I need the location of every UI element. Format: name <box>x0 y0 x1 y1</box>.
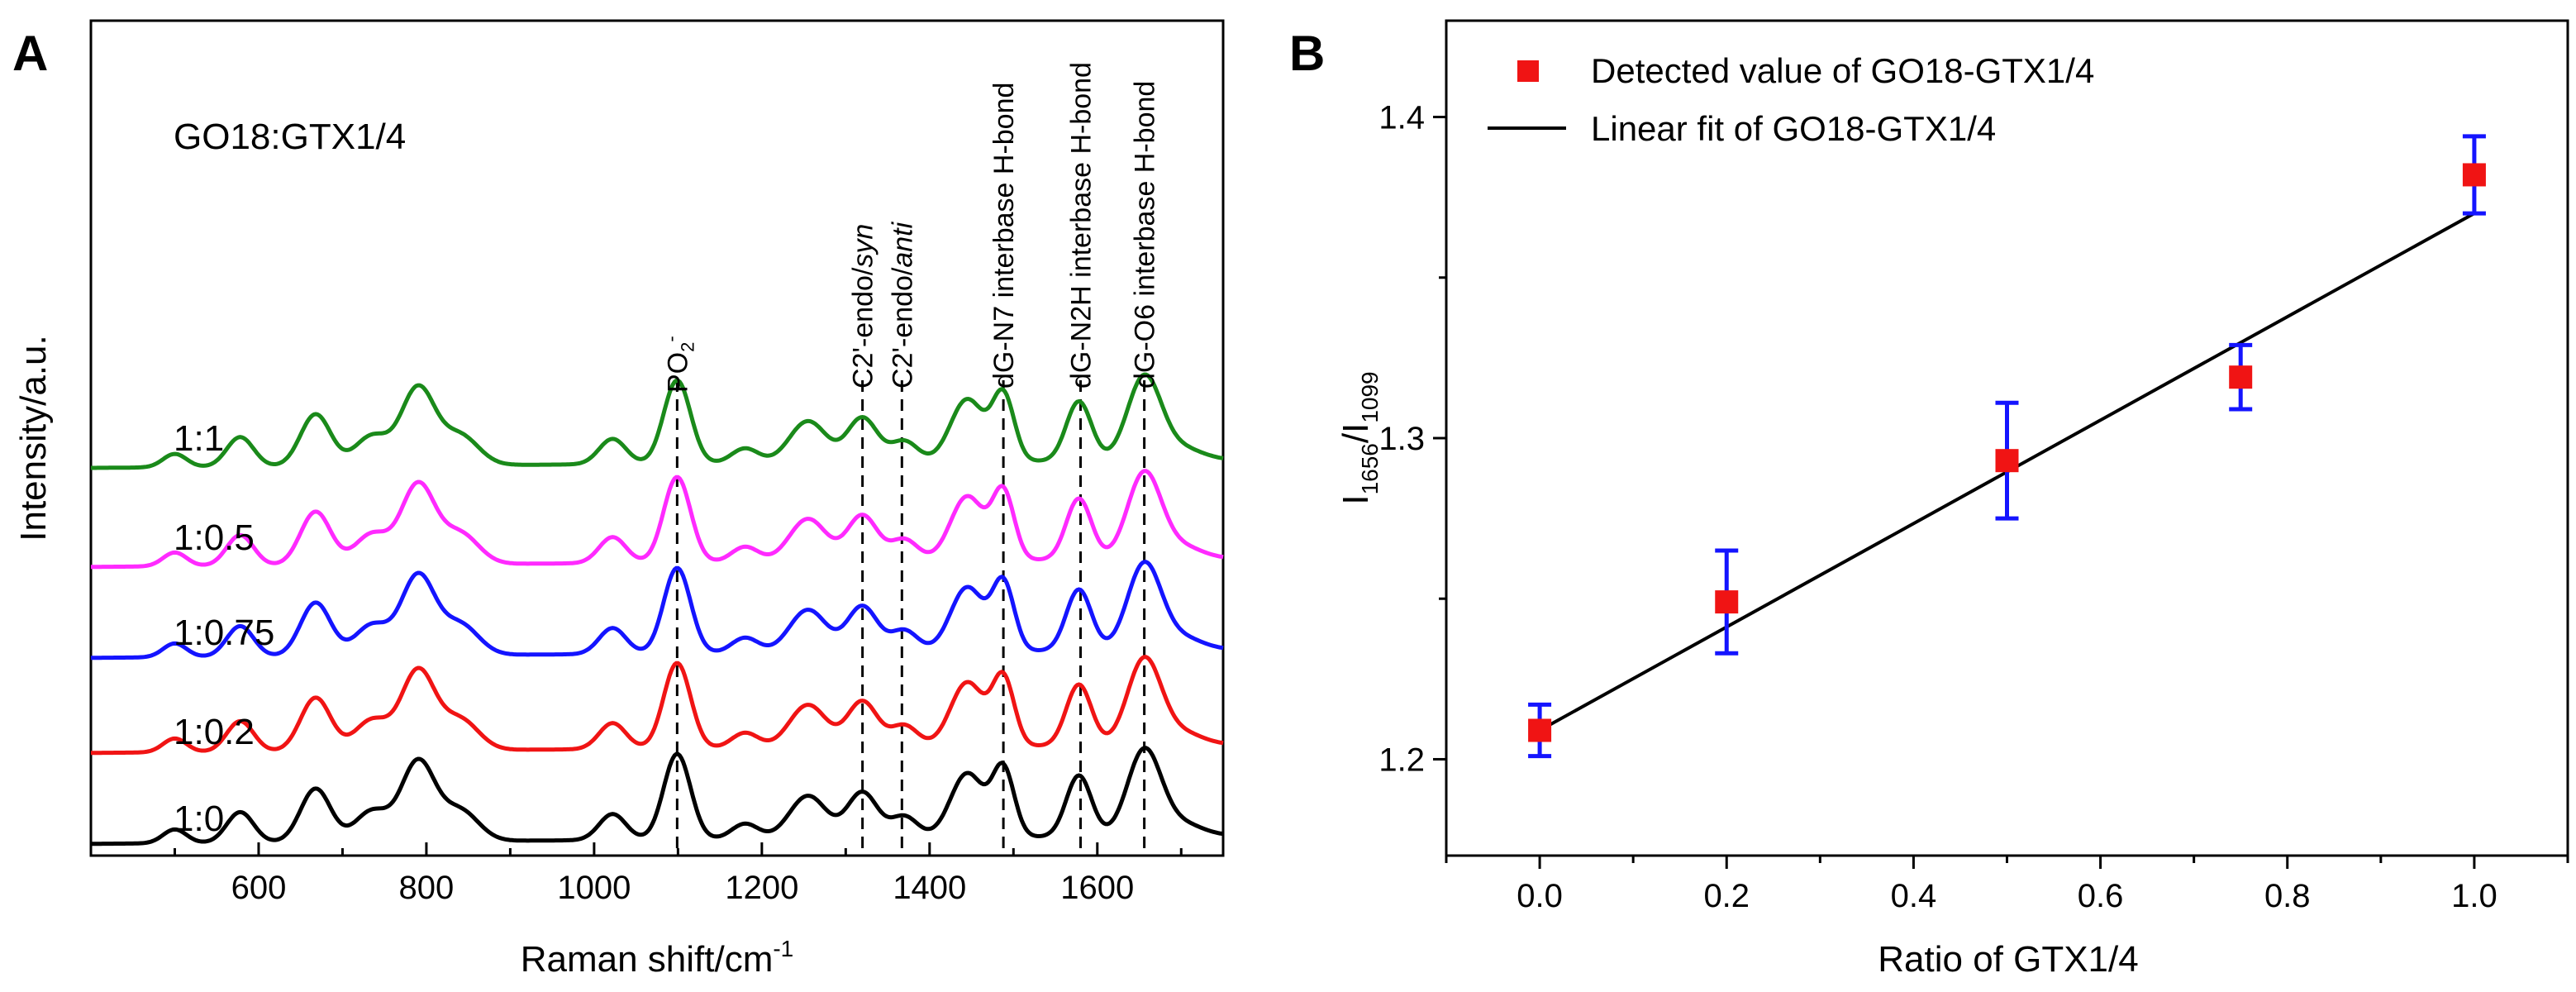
y-tick-label: 1.2 <box>1378 742 1425 778</box>
panel-a: A 1:1 1:0.5 1:0.75 1:0.2 1:0 PO2- C2'-endo/sy… <box>12 19 1225 980</box>
x-tick-label: 1200 <box>725 870 798 906</box>
sample-label: GO18:GTX1/4 <box>174 117 406 157</box>
axis-ticks: 0.0 0.2 0.4 0.6 0.8 1.0 1.2 1.3 1.4 <box>1378 100 2569 914</box>
legend-label-fit: Linear fit of GO18-GTX1/4 <box>1591 109 1996 148</box>
legend-marker-detected <box>1517 60 1539 82</box>
spectrum-1:0 <box>91 746 1224 847</box>
point-marker <box>1715 590 1739 614</box>
data-point <box>2229 342 2253 412</box>
peak-annotation: dG-N7 interbase H-bond <box>988 83 1020 389</box>
x-tick-label: 1400 <box>893 870 966 906</box>
point-marker <box>2229 365 2253 389</box>
spectrum-1:1 <box>91 372 1224 470</box>
series-label: 1:0.2 <box>174 712 255 752</box>
x-tick-label: 1.0 <box>2451 878 2497 914</box>
panel-b-label: B <box>1289 26 1325 81</box>
peak-annotation: PO2- <box>660 336 698 393</box>
x-tick-label: 1000 <box>557 870 631 906</box>
y-tick-label: 1.3 <box>1378 421 1425 457</box>
x-tick-label: 600 <box>231 870 287 906</box>
data-point <box>1528 702 1552 759</box>
point-marker <box>1995 449 2019 473</box>
peak-annotation: dG-N2H interbase H-bond <box>1066 62 1098 389</box>
series-label: 1:0.75 <box>174 613 274 653</box>
annotation-guides <box>675 380 1146 856</box>
peak-annotation: dG-O6 interbase H-bond <box>1130 81 1161 389</box>
x-tick-label: 0.8 <box>2264 878 2311 914</box>
legend-label-detected: Detected value of GO18-GTX1/4 <box>1591 51 2094 90</box>
spectrum-1:0.5 <box>91 469 1224 570</box>
series-label: 1:1 <box>174 418 224 459</box>
panel-b: B 0.0 0.2 0.4 0.6 0.8 1.0 1.2 1.3 1.4 Detected v… <box>1289 19 2569 980</box>
x-tick-label: 0.2 <box>1703 878 1750 914</box>
series-label: 1:0.5 <box>174 517 255 558</box>
series-label: 1:0 <box>174 799 224 839</box>
peak-annotation: C2'-endo/syn <box>848 224 879 389</box>
detected-points <box>1528 134 2486 759</box>
panel-a-label: A <box>12 26 48 81</box>
peak-annotation: C2'-endo/anti <box>887 221 918 389</box>
spectrum-1:0.2 <box>91 655 1224 756</box>
x-tick-label: 0.4 <box>1891 878 1937 914</box>
y-tick-label: 1.4 <box>1378 100 1425 136</box>
x-tick-label: 1600 <box>1060 870 1134 906</box>
y-axis-title: Intensity/a.u. <box>13 335 54 541</box>
legend: Detected value of GO18-GTX1/4 Linear fit… <box>1488 51 2094 148</box>
x-axis-ticks: 600 800 1000 1200 1400 1600 <box>173 842 1183 906</box>
x-tick-label: 0.0 <box>1517 878 1563 914</box>
data-point <box>1715 548 1739 656</box>
spectra-series <box>91 372 1224 847</box>
point-marker <box>2462 163 2486 187</box>
x-tick-label: 800 <box>399 870 455 906</box>
point-marker <box>1528 718 1552 742</box>
panel-a-frame <box>89 19 1225 857</box>
x-tick-label: 0.6 <box>2078 878 2124 914</box>
data-point <box>2462 134 2486 216</box>
peak-annotations: PO2- C2'-endo/syn C2'-endo/anti dG-N7 inter… <box>660 62 1160 393</box>
spectrum-1:0.75 <box>91 560 1224 661</box>
x-axis-title-b: Ratio of GTX1/4 <box>1878 939 2138 980</box>
x-axis-title: Raman shift/cm-1 <box>521 936 794 980</box>
series-labels: 1:1 1:0.5 1:0.75 1:0.2 1:0 <box>174 418 274 839</box>
data-point <box>1995 400 2019 521</box>
y-axis-title-b: I1656/I1099 <box>1336 371 1383 504</box>
